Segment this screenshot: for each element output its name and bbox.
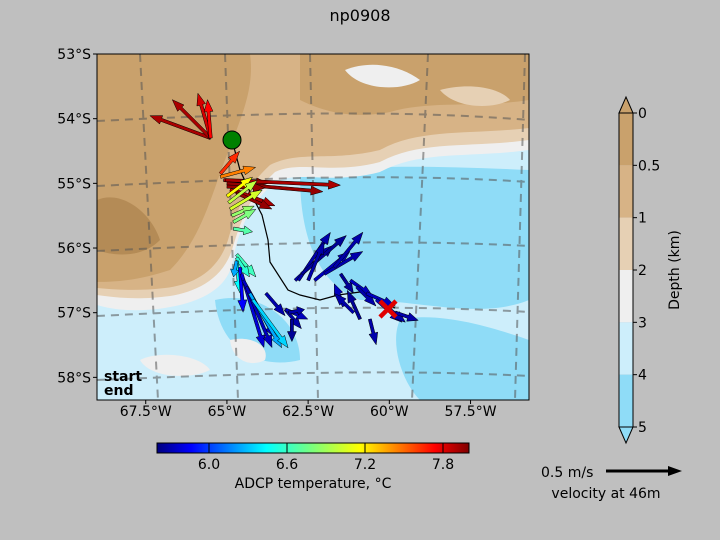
- velocity-arrow: [234, 256, 250, 278]
- velocity-arrow: [332, 231, 364, 269]
- depth-tick-label: 4: [638, 368, 647, 384]
- depth-colorbar-label: Depth (km): [667, 230, 683, 310]
- velocity-arrow: [251, 298, 289, 349]
- lat-ticks: 53°S 54°S 55°S 56°S 57°S 58°S: [57, 47, 97, 386]
- velocity-arrow: [355, 285, 377, 307]
- lon-tick-label: 60°W: [370, 404, 409, 420]
- depth-band: [619, 165, 633, 218]
- velocity-arrow: [227, 179, 258, 205]
- velocity-arrow: [225, 176, 254, 198]
- velocity-arrow: [264, 291, 286, 317]
- scale-speed-label: 0.5 m/s: [541, 465, 593, 481]
- scale-depth-label: velocity at 46m: [551, 486, 660, 502]
- legend-start: start: [104, 369, 142, 385]
- temperature-tick-label: 7.8: [432, 457, 454, 473]
- map-frame: [96, 53, 530, 401]
- depth-colorbar-bottom-arrow: [618, 426, 634, 445]
- depth-tick-label: 2: [638, 263, 647, 279]
- velocity-arrow: [288, 306, 306, 316]
- velocity-arrow: [394, 310, 419, 322]
- velocity-arrow: [347, 289, 362, 321]
- velocity-arrow: [338, 272, 354, 294]
- lat-tick-label: 56°S: [57, 241, 91, 257]
- lon-tick-label: 67.5°W: [120, 404, 172, 420]
- lat-tick-label: 57°S: [57, 306, 91, 322]
- velocity-arrow: [171, 99, 213, 140]
- depth-band: [619, 322, 633, 375]
- velocity-arrow: [232, 225, 254, 236]
- depth-band: [619, 270, 633, 323]
- lon-tick-label: 62.5°W: [282, 404, 334, 420]
- depth-band: [619, 374, 633, 427]
- legend-end: end: [104, 383, 133, 399]
- lat-tick-label: 58°S: [57, 370, 91, 386]
- temperature-colorbar-label: ADCP temperature, °C: [235, 476, 392, 492]
- depth-tick-label: 3: [638, 315, 647, 331]
- velocity-arrow: [323, 251, 364, 276]
- depth-tick-label: 0: [638, 106, 647, 122]
- velocity-arrow: [232, 208, 257, 224]
- depth-tick-label: 5: [638, 420, 647, 436]
- depth-tick-label: 1: [638, 211, 647, 227]
- chart-title: np0908: [329, 6, 390, 25]
- depth-colorbar-top-arrow: [618, 95, 634, 114]
- temperature-ticks: 6.0 6.6 7.2 7.8: [198, 443, 454, 473]
- depth-tick-label: 0.5: [638, 158, 660, 174]
- velocity-arrow: [287, 318, 297, 343]
- depth-bands: [619, 113, 633, 427]
- depth-band: [619, 113, 633, 166]
- velocity-arrow: [219, 165, 257, 179]
- map-panel: start end 53°S 54°S 55°S 56°S 57°S 58°S 67.5°…: [57, 47, 530, 420]
- lon-tick-label: 65°W: [208, 404, 247, 420]
- temperature-colorbar: 6.0 6.6 7.2 7.8 ADCP temperature, °C: [156, 442, 470, 492]
- velocity-arrow: [228, 189, 263, 211]
- velocity-arrow: [306, 241, 325, 282]
- bathymetry: [97, 54, 529, 400]
- lat-tick-label: 53°S: [57, 47, 91, 63]
- temperature-tick-label: 6.0: [198, 457, 220, 473]
- velocity-arrow: [237, 267, 248, 313]
- end-marker: [378, 299, 398, 319]
- depth-ticks: 0 0.5 1 2 3 4 5: [633, 106, 660, 436]
- velocity-arrow: [149, 115, 212, 140]
- velocity-arrow: [333, 292, 356, 315]
- velocity-arrow: [300, 235, 347, 276]
- lon-ticks: 67.5°W 65°W 62.5°W 60°W 57.5°W: [120, 400, 497, 420]
- velocity-arrow: [367, 318, 378, 346]
- velocity-arrow: [218, 150, 241, 176]
- depth-band: [619, 217, 633, 270]
- temperature-tick-label: 6.6: [276, 457, 298, 473]
- velocity-arrow: [230, 260, 240, 278]
- velocity-arrow: [203, 98, 214, 139]
- start-marker: [222, 130, 242, 150]
- temperature-tick-label: 7.2: [354, 457, 376, 473]
- lat-tick-label: 54°S: [57, 112, 91, 128]
- depth-colorbar: 0 0.5 1 2 3 4 5 Depth (km): [618, 95, 683, 445]
- scale-arrow-head: [668, 466, 682, 476]
- lat-tick-label: 55°S: [57, 176, 91, 192]
- lon-tick-label: 57.5°W: [445, 404, 497, 420]
- velocity-scale: 0.5 m/s velocity at 46m: [541, 465, 682, 502]
